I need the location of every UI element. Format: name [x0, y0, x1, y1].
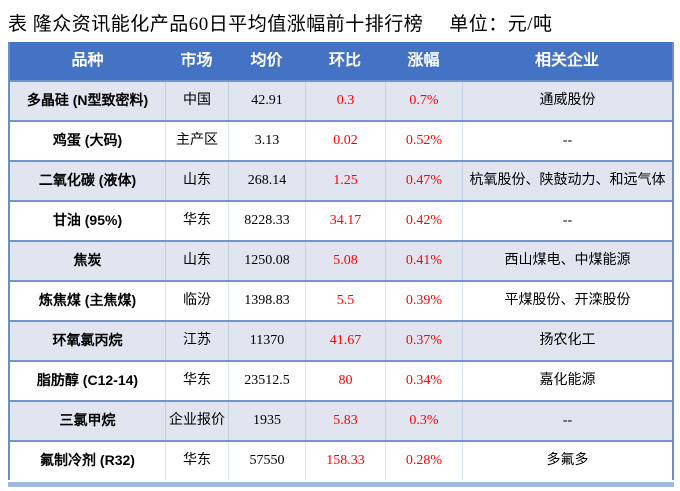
column-header-gain: 涨幅 [407, 52, 440, 70]
cell-gain: 0.28% [385, 442, 462, 480]
cell-market: 江苏 [165, 322, 228, 360]
column-header-avg-price: 均价 [250, 52, 283, 70]
cell-variety: 二氧化碳 (液体) [38, 172, 137, 189]
table-row: 多晶硅 (N型致密料) 中国 42.91 0.3 0.7% 通威股份 [10, 80, 672, 120]
cell-mom: 34.17 [305, 202, 385, 240]
cell-mom: 158.33 [305, 442, 385, 480]
cell-market: 山东 [165, 162, 228, 200]
cell-companies: -- [462, 122, 672, 160]
cell-market: 山东 [165, 242, 228, 280]
cell-avg-price: 57550 [228, 442, 305, 480]
cell-gain: 0.37% [385, 322, 462, 360]
cell-gain: 0.3% [385, 402, 462, 440]
cell-mom: 5.5 [305, 282, 385, 320]
cell-variety: 鸡蛋 (大码) [52, 132, 123, 149]
cell-variety: 环氧氯丙烷 [52, 332, 123, 349]
cell-companies: 嘉化能源 [462, 362, 672, 400]
cell-market: 华东 [165, 362, 228, 400]
cell-mom: 80 [305, 362, 385, 400]
table-row: 氟制冷剂 (R32) 华东 57550 158.33 0.28% 多氟多 [10, 440, 672, 480]
table-header-row: 品种 市场 均价 环比 涨幅 相关企业 [10, 42, 672, 80]
cell-gain: 0.52% [385, 122, 462, 160]
cell-avg-price: 1250.08 [228, 242, 305, 280]
table-row: 鸡蛋 (大码) 主产区 3.13 0.02 0.52% -- [10, 120, 672, 160]
table-body: 多晶硅 (N型致密料) 中国 42.91 0.3 0.7% 通威股份 鸡蛋 (大… [10, 80, 672, 480]
table-row: 二氧化碳 (液体) 山东 268.14 1.25 0.47% 杭氧股份、陕鼓动力… [10, 160, 672, 200]
column-header-market: 市场 [180, 52, 213, 70]
table-row: 环氧氯丙烷 江苏 11370 41.67 0.37% 扬农化工 [10, 320, 672, 360]
cell-variety: 焦炭 [73, 252, 102, 269]
table-row: 脂肪醇 (C12-14) 华东 23512.5 80 0.34% 嘉化能源 [10, 360, 672, 400]
cell-gain: 0.41% [385, 242, 462, 280]
cell-companies: 西山煤电、中煤能源 [462, 242, 672, 280]
cell-market: 企业报价 [165, 402, 228, 440]
unit-label: 单位：元/吨 [449, 14, 553, 35]
table-bottom-border [8, 482, 674, 487]
cell-companies: -- [462, 202, 672, 240]
cell-avg-price: 1398.83 [228, 282, 305, 320]
cell-avg-price: 8228.33 [228, 202, 305, 240]
column-header-companies: 相关企业 [534, 52, 599, 70]
cell-companies: 平煤股份、开滦股份 [462, 282, 672, 320]
column-header-variety: 品种 [71, 52, 104, 70]
cell-market: 主产区 [165, 122, 228, 160]
cell-mom: 41.67 [305, 322, 385, 360]
cell-mom: 5.83 [305, 402, 385, 440]
table-caption: 表 隆众资讯能化产品60日平均值涨幅前十排行榜 单位：元/吨 [0, 0, 680, 42]
cell-mom: 5.08 [305, 242, 385, 280]
cell-variety: 氟制冷剂 (R32) [40, 452, 135, 469]
ranking-table: 品种 市场 均价 环比 涨幅 相关企业 多晶硅 (N型致密料) 中国 42.91… [8, 42, 674, 480]
cell-gain: 0.42% [385, 202, 462, 240]
cell-avg-price: 42.91 [228, 82, 305, 120]
cell-mom: 1.25 [305, 162, 385, 200]
cell-mom: 0.3 [305, 82, 385, 120]
cell-variety: 多晶硅 (N型致密料) [26, 92, 149, 109]
cell-gain: 0.47% [385, 162, 462, 200]
cell-variety: 脂肪醇 (C12-14) [36, 372, 139, 389]
cell-mom: 0.02 [305, 122, 385, 160]
cell-avg-price: 3.13 [228, 122, 305, 160]
cell-market: 华东 [165, 202, 228, 240]
cell-market: 中国 [165, 82, 228, 120]
cell-gain: 0.7% [385, 82, 462, 120]
table-row: 炼焦煤 (主焦煤) 临汾 1398.83 5.5 0.39% 平煤股份、开滦股份 [10, 280, 672, 320]
cell-avg-price: 268.14 [228, 162, 305, 200]
table-row: 焦炭 山东 1250.08 5.08 0.41% 西山煤电、中煤能源 [10, 240, 672, 280]
cell-companies: 通威股份 [462, 82, 672, 120]
cell-companies: -- [462, 402, 672, 440]
cell-market: 华东 [165, 442, 228, 480]
column-header-mom: 环比 [328, 52, 361, 70]
cell-companies: 杭氧股份、陕鼓动力、和远气体 [462, 162, 672, 200]
cell-variety: 三氯甲烷 [59, 412, 116, 429]
cell-market: 临汾 [165, 282, 228, 320]
cell-companies: 多氟多 [462, 442, 672, 480]
cell-variety: 炼焦煤 (主焦煤) [38, 292, 137, 309]
table-row: 甘油 (95%) 华东 8228.33 34.17 0.42% -- [10, 200, 672, 240]
cell-gain: 0.34% [385, 362, 462, 400]
cell-avg-price: 23512.5 [228, 362, 305, 400]
cell-companies: 扬农化工 [462, 322, 672, 360]
cell-avg-price: 11370 [228, 322, 305, 360]
cell-gain: 0.39% [385, 282, 462, 320]
table-title: 表 隆众资讯能化产品60日平均值涨幅前十排行榜 [8, 14, 424, 35]
cell-variety: 甘油 (95%) [52, 212, 123, 229]
table-row: 三氯甲烷 企业报价 1935 5.83 0.3% -- [10, 400, 672, 440]
cell-avg-price: 1935 [228, 402, 305, 440]
